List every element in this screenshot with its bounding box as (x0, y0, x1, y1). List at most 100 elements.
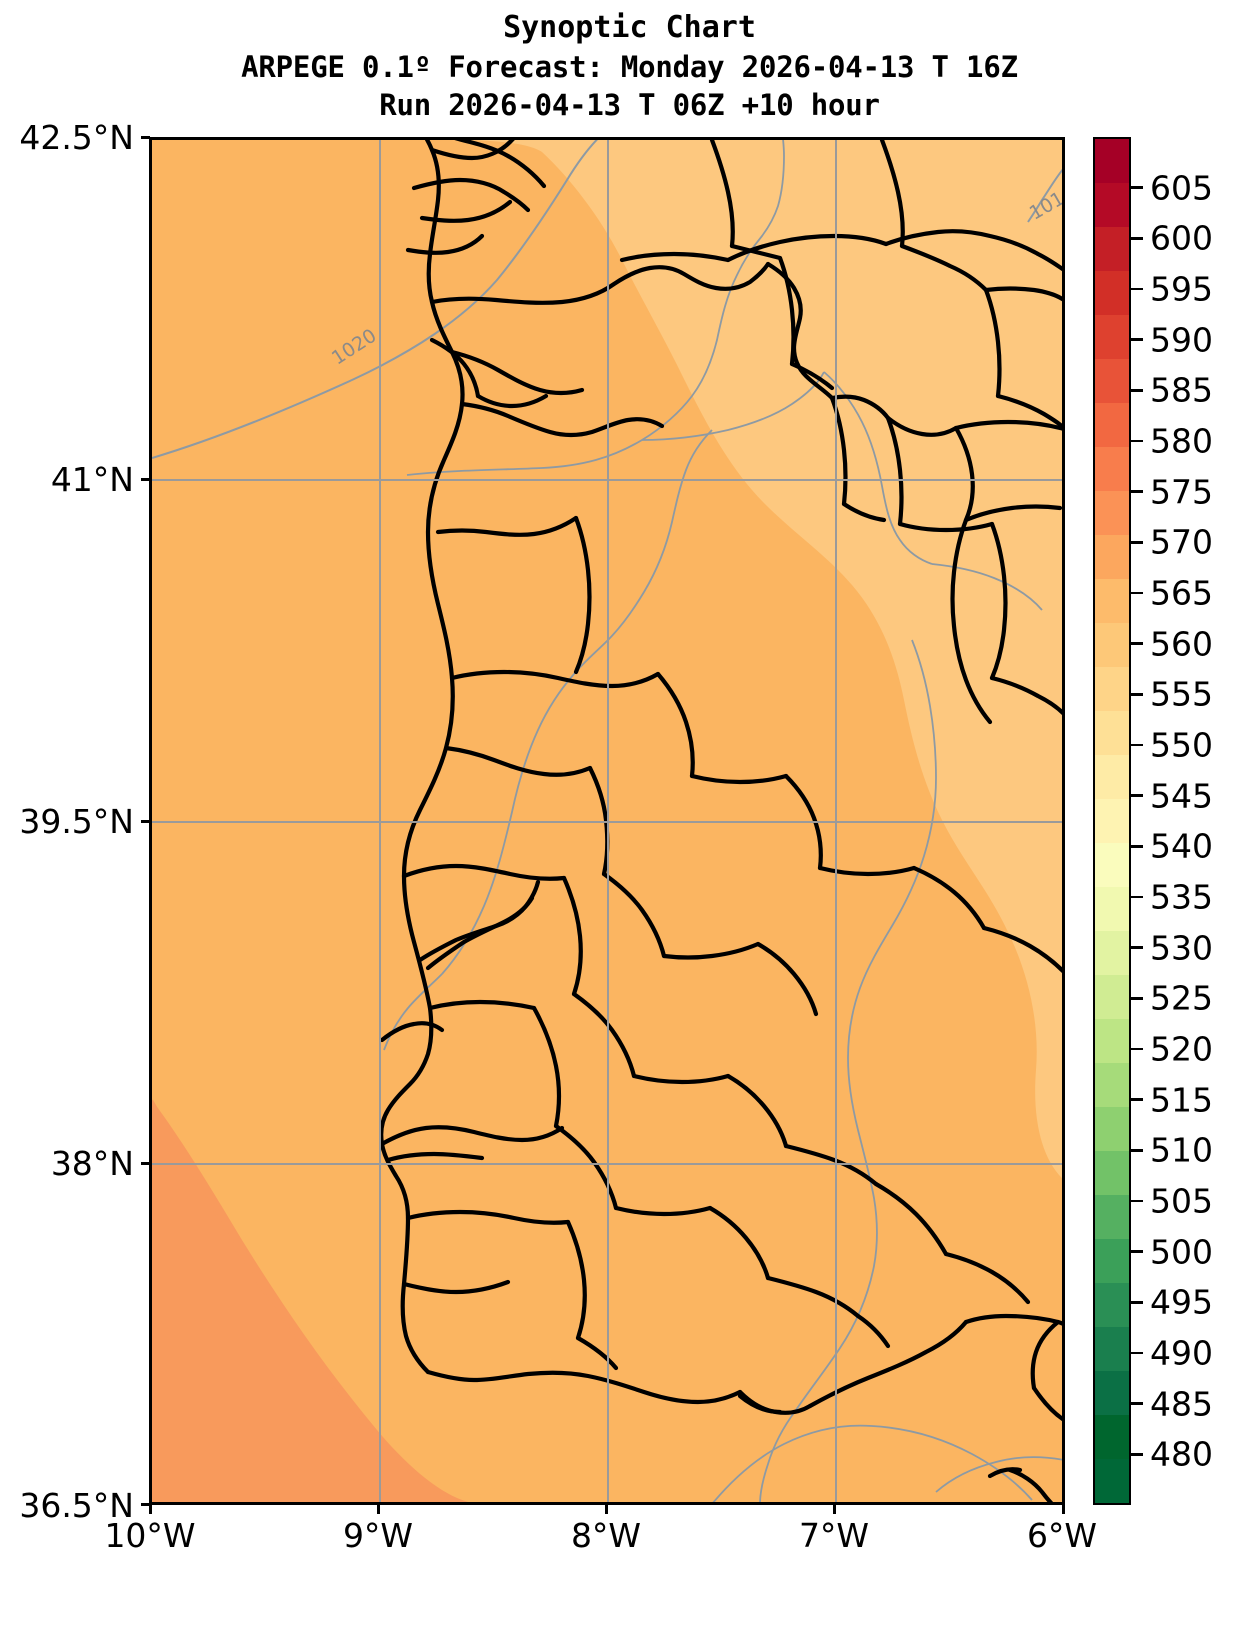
gridline-41n (152, 479, 1062, 481)
colorbar-band (1095, 711, 1129, 755)
colorbar-tick-label: 525 (1150, 978, 1213, 1018)
colorbar-tick-label: 540 (1150, 826, 1213, 866)
colorbar-band (1095, 315, 1129, 359)
gridline-38n (152, 1163, 1062, 1165)
colorbar-tick-mark (1131, 895, 1143, 899)
colorbar-tick-mark (1131, 642, 1143, 645)
colorbar-tick-mark (1131, 490, 1143, 493)
colorbar-band (1095, 931, 1129, 975)
colorbar-band (1095, 447, 1129, 491)
colorbar-tick-mark (1131, 997, 1143, 1000)
ytick-label-38n: 38°N (50, 1144, 134, 1183)
colorbar-band (1095, 183, 1129, 227)
colorbar-tick-mark (1131, 439, 1143, 443)
xtick-label-9w: 9°W (342, 1516, 414, 1555)
colorbar-tick-label: 490 (1150, 1333, 1213, 1373)
page-title: Synoptic Chart (503, 10, 756, 45)
colorbar-tick-label: 495 (1150, 1282, 1213, 1322)
colorbar-tick-label: 535 (1150, 877, 1213, 917)
xtick-label-7w: 7°W (798, 1516, 870, 1555)
colorbar-band (1095, 535, 1129, 579)
colorbar-band (1095, 1283, 1129, 1327)
colorbar-tick-mark (1131, 389, 1143, 392)
colorbar-tick-mark (1131, 1199, 1143, 1203)
colorbar-tick-mark (1131, 1453, 1143, 1456)
colorbar-band (1095, 755, 1129, 799)
colorbar-band (1095, 359, 1129, 403)
colorbar-band (1095, 1459, 1129, 1503)
colorbar-tick-label: 515 (1150, 1080, 1213, 1120)
colorbar-tick-mark (1131, 693, 1143, 696)
colorbar-tick-label: 550 (1150, 725, 1213, 765)
colorbar-tick-label: 575 (1150, 472, 1213, 512)
ytick-label-39.5n: 39.5°N (19, 802, 134, 841)
colorbar-tick-label: 485 (1150, 1384, 1213, 1424)
colorbar-tick-mark (1131, 1250, 1143, 1253)
ytick-label-42.5n: 42.5°N (19, 118, 134, 157)
ytick-label-36.5n: 36.5°N (19, 1486, 134, 1525)
colorbar-tick-label: 605 (1150, 168, 1213, 208)
ytick-label-41n: 41°N (50, 460, 134, 499)
ytick-mark-39.5n (141, 820, 150, 823)
colorbar-band (1095, 579, 1129, 623)
colorbar-tick-label: 590 (1150, 320, 1213, 360)
isobar-lines (152, 140, 1062, 459)
ytick-mark-36.5n (141, 1503, 150, 1506)
colorbar-tick-label: 580 (1150, 421, 1213, 461)
colorbar-band (1095, 623, 1129, 667)
colorbar-tick-mark (1131, 237, 1143, 240)
map-plot-area[interactable]: 1020 1016 (149, 137, 1065, 1505)
ytick-mark-42.5n (141, 136, 150, 139)
xtick-mark-6w (1062, 1505, 1065, 1514)
colorbar[interactable] (1093, 137, 1131, 1505)
colorbar-tick-label: 565 (1150, 573, 1213, 613)
colorbar-band (1095, 1371, 1129, 1415)
colorbar-band (1095, 1195, 1129, 1239)
map-geometry-layer (152, 140, 1062, 1502)
colorbar-tick-label: 500 (1150, 1232, 1213, 1272)
colorbar-tick-label: 510 (1150, 1130, 1213, 1170)
colorbar-band (1095, 1415, 1129, 1459)
colorbar-tick-mark (1131, 591, 1143, 595)
colorbar-tick-mark (1131, 794, 1143, 797)
ytick-mark-41n (141, 478, 150, 481)
colorbar-band (1095, 491, 1129, 535)
colorbar-band (1095, 667, 1129, 711)
colorbar-tick-mark (1131, 946, 1143, 949)
colorbar-tick-mark (1131, 743, 1143, 747)
xtick-mark-9w (377, 1505, 380, 1514)
colorbar-tick-label: 505 (1150, 1181, 1213, 1221)
chart-title-block: Synoptic Chart ARPEGE 0.1º Forecast: Mon… (0, 0, 1259, 124)
colorbar-tick-label: 600 (1150, 218, 1213, 258)
colorbar-band (1095, 1239, 1129, 1283)
colorbar-tick-mark (1131, 1149, 1143, 1152)
colorbar-tick-mark (1131, 1351, 1143, 1355)
colorbar-band (1095, 403, 1129, 447)
gridline-395n (152, 821, 1062, 823)
colorbar-tick-mark (1131, 1047, 1143, 1051)
colorbar-tick-mark (1131, 287, 1143, 291)
colorbar-tick-mark (1131, 541, 1143, 544)
colorbar-tick-mark (1131, 186, 1143, 189)
run-subtitle: Run 2026-04-13 T 06Z +10 hour (379, 88, 880, 122)
colorbar-band (1095, 1107, 1129, 1151)
colorbar-band (1095, 1327, 1129, 1371)
colorbar-tick-label: 555 (1150, 674, 1213, 714)
colorbar-band (1095, 1063, 1129, 1107)
colorbar-tick-label: 545 (1150, 776, 1213, 816)
xtick-mark-10w (149, 1505, 152, 1514)
colorbar-band (1095, 887, 1129, 931)
colorbar-band (1095, 139, 1129, 183)
colorbar-tick-label: 570 (1150, 522, 1213, 562)
colorbar-tick-mark (1131, 1402, 1143, 1405)
colorbar-tick-mark (1131, 338, 1143, 341)
colorbar-band (1095, 227, 1129, 271)
xtick-label-8w: 8°W (570, 1516, 642, 1555)
colorbar-tick-mark (1131, 1098, 1143, 1101)
colorbar-tick-label: 560 (1150, 624, 1213, 664)
colorbar-tick-label: 585 (1150, 370, 1213, 410)
coastline-and-borders (379, 140, 1062, 1502)
colorbar-band (1095, 975, 1129, 1019)
xtick-label-6w: 6°W (1026, 1516, 1098, 1555)
colorbar-tick-label: 530 (1150, 928, 1213, 968)
